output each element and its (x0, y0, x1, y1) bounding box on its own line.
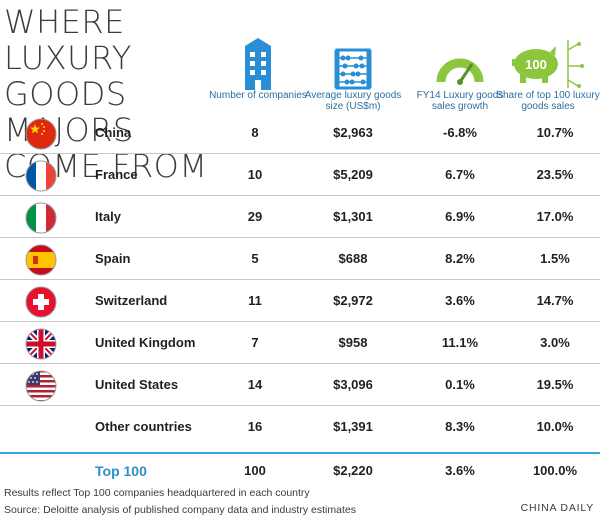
header-growth: FY14 Luxury goods sales growth (405, 36, 515, 112)
header-avg-size: Average luxury goods size (US$m) (298, 36, 408, 112)
country-name: United States (95, 377, 179, 392)
table-row-spain: Spain 5 $688 8.2% 1.5% (0, 238, 600, 280)
country-name: China (95, 125, 132, 140)
share-value: 19.5% (536, 377, 574, 392)
companies-value: 7 (251, 335, 259, 350)
growth-value: -6.8% (443, 125, 477, 140)
growth-value: 6.7% (445, 167, 475, 182)
country-name: Spain (95, 251, 131, 266)
italy-flag-icon (25, 202, 57, 234)
table-row-italy: Italy 29 $1,301 6.9% 17.0% (0, 196, 600, 238)
table-row-switzerland: Switzerland 11 $2,972 3.6% 14.7% (0, 280, 600, 322)
china-flag-icon (25, 118, 57, 150)
table-row-united-kingdom: United Kingdom 7 $958 11.1% 3.0% (0, 322, 600, 364)
country-name: Other countries (95, 419, 192, 434)
header-growth-label: FY14 Luxury goods sales growth (416, 90, 504, 112)
share-value: 17.0% (536, 209, 574, 224)
companies-value: 11 (248, 293, 262, 308)
avg-size-value: $1,391 (333, 419, 373, 434)
uk-flag-icon (25, 328, 57, 360)
companies-value: 10 (247, 167, 263, 182)
title-line-2: GOODS MAJORS (4, 75, 134, 149)
growth-value: 0.1% (445, 377, 475, 392)
avg-size-value: $958 (338, 335, 368, 350)
share-value: 1.5% (540, 251, 570, 266)
growth-value: 8.3% (445, 419, 475, 434)
footnote: Results reflect Top 100 companies headqu… (4, 487, 310, 499)
abacus-icon (334, 48, 372, 90)
header-avg-size-label: Average luxury goods size (US$m) (304, 90, 402, 112)
share-value: 10.0% (536, 419, 574, 434)
row-divider (0, 237, 600, 238)
growth-value: 11.1% (441, 335, 479, 350)
total-growth-value: 3.6% (445, 463, 475, 478)
row-divider (0, 153, 600, 154)
avg-size-value: $5,209 (333, 167, 373, 182)
share-value: 10.7% (536, 125, 574, 140)
table-row-total: Top 100 100 $2,220 3.6% 100.0% (0, 450, 600, 492)
avg-size-value: $688 (338, 251, 368, 266)
growth-value: 6.9% (445, 209, 475, 224)
table-row-china: China 8 $2,963 -6.8% 10.7% (0, 112, 600, 154)
share-value: 3.0% (540, 335, 570, 350)
row-divider (0, 363, 600, 364)
avg-size-value: $2,972 (333, 293, 373, 308)
total-label: Top 100 (95, 463, 147, 479)
title-line-1: WHERE LUXURY (4, 3, 132, 77)
row-divider (0, 279, 600, 280)
country-name: Italy (95, 209, 122, 224)
companies-value: 8 (251, 125, 259, 140)
row-divider (0, 195, 600, 196)
row-divider (0, 405, 600, 406)
header-companies-label: Number of companies (209, 90, 307, 101)
table-row-united-states: United States 14 $3,096 0.1% 19.5% (0, 364, 600, 406)
share-value: 14.7% (536, 293, 574, 308)
piggy-bank-icon: 100 (512, 40, 584, 88)
header-share-label: Share of top 100 luxury goods sales (496, 90, 600, 112)
table-row-france: France 10 $5,209 6.7% 23.5% (0, 154, 600, 196)
share-icon-text: 100 (525, 57, 547, 72)
header-companies: Number of companies (203, 36, 313, 101)
france-flag-icon (25, 160, 57, 192)
total-companies-value: 100 (244, 463, 266, 478)
companies-value: 5 (251, 251, 259, 266)
building-icon (245, 38, 271, 90)
source-note: Source: Deloitte analysis of published c… (4, 504, 356, 516)
companies-value: 29 (247, 209, 263, 224)
total-share-value: 100.0% (532, 463, 578, 478)
share-value: 23.5% (536, 167, 574, 182)
row-divider (0, 321, 600, 322)
usa-flag-icon (25, 370, 57, 402)
avg-size-value: $1,301 (333, 209, 373, 224)
growth-value: 8.2% (445, 251, 475, 266)
companies-value: 16 (247, 419, 263, 434)
country-name: France (95, 167, 138, 182)
switzerland-flag-icon (25, 286, 57, 318)
companies-value: 14 (247, 377, 263, 392)
total-avg-size-value: $2,220 (333, 463, 373, 478)
credit-logo: CHINA DAILY (520, 502, 594, 514)
country-name: United Kingdom (95, 335, 196, 350)
gauge-icon (436, 58, 484, 85)
country-name: Switzerland (95, 293, 168, 308)
avg-size-value: $2,963 (333, 125, 373, 140)
growth-value: 3.6% (445, 293, 475, 308)
table-row-other-countries: Other countries 16 $1,391 8.3% 10.0% (0, 406, 600, 448)
spain-flag-icon (25, 244, 57, 276)
avg-size-value: $3,096 (333, 377, 373, 392)
header-share: 100 Share of top 100 luxury goods sales (493, 36, 600, 112)
total-divider (0, 452, 600, 454)
